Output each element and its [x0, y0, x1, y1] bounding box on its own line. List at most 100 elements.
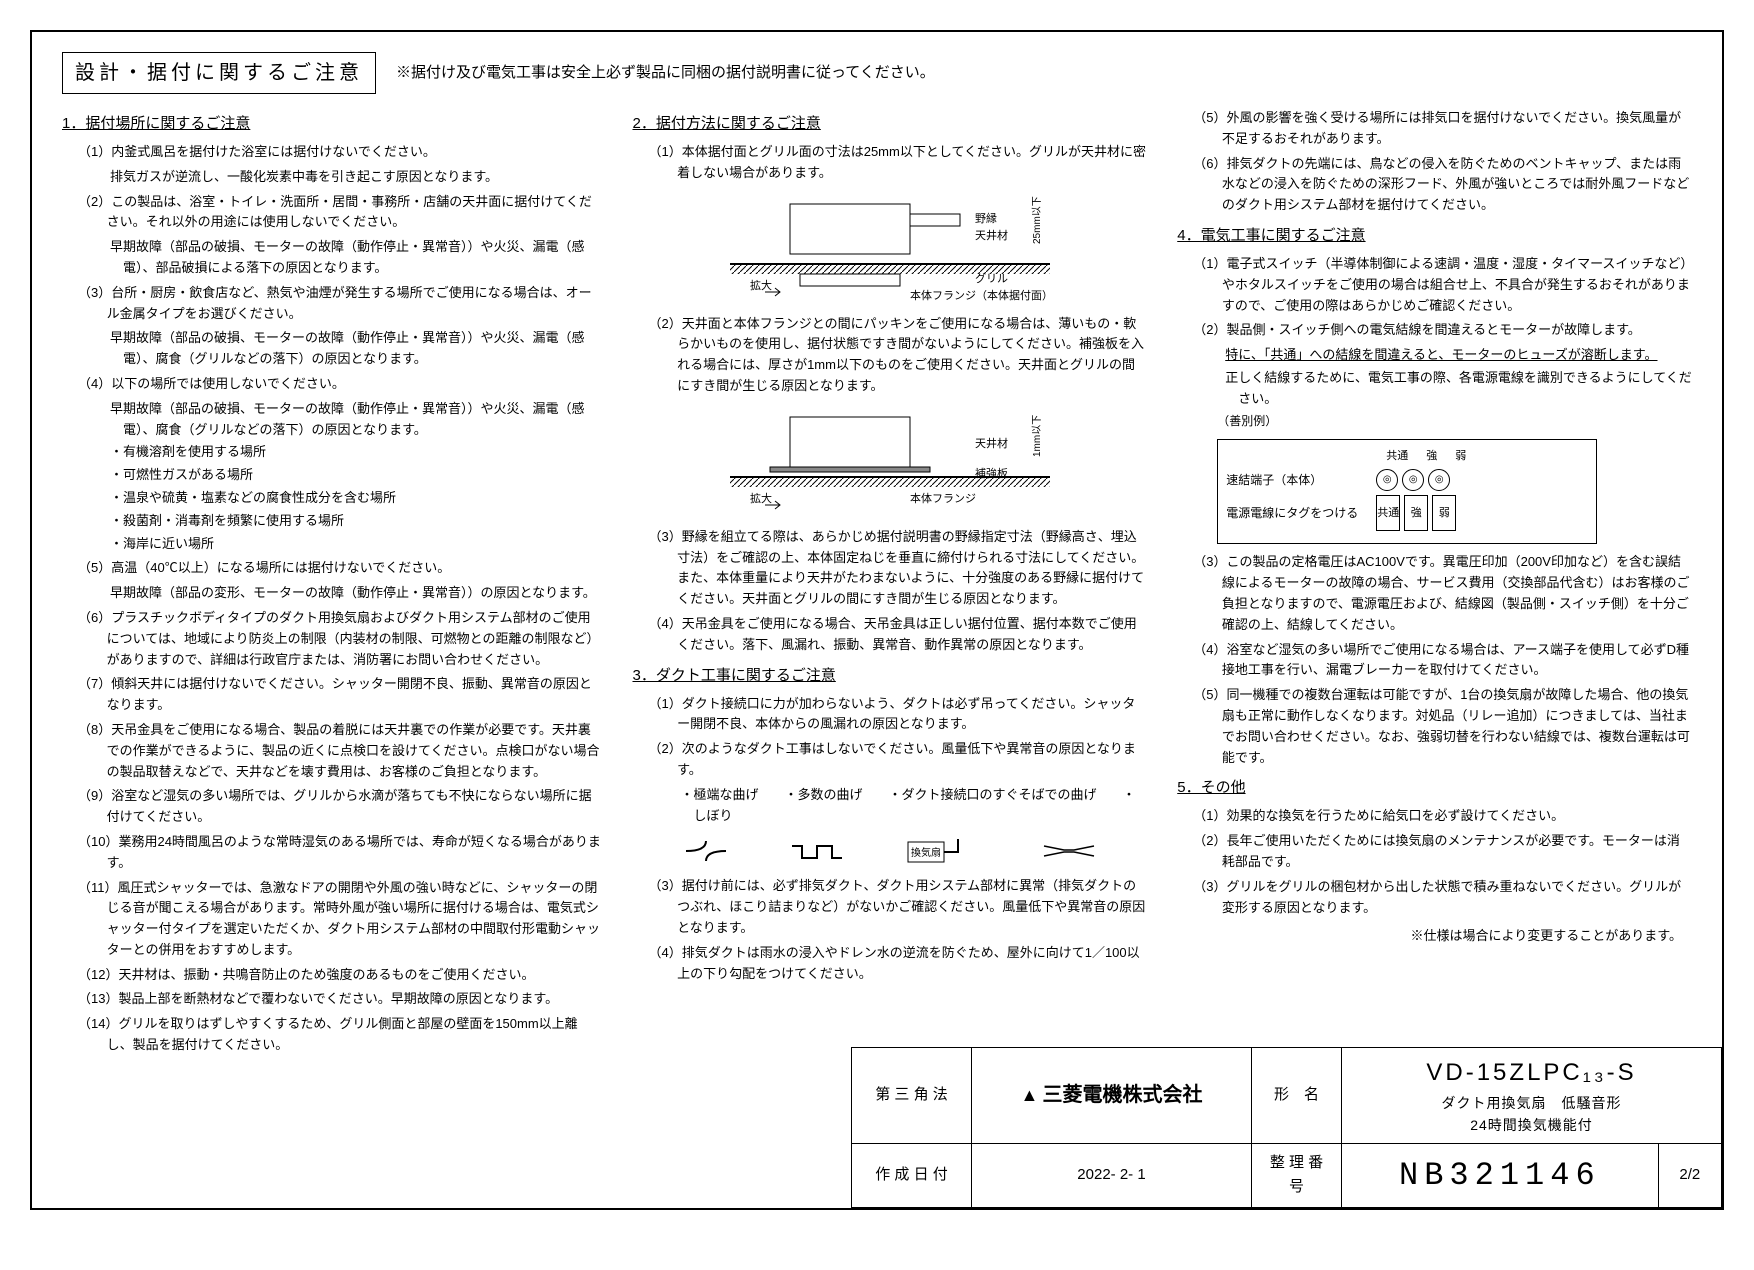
d2-dim: 1mm以下: [1032, 415, 1043, 457]
d1-flange: 本体フランジ（本体据付面）: [910, 288, 1053, 302]
w-row2: 電源電線にタグをつける: [1226, 504, 1366, 523]
projection-label: 第 三 角 法: [852, 1047, 972, 1143]
s1-i4s4: ・殺菌剤・消毒剤を頻繁に使用する場所: [110, 511, 602, 532]
s3-i2: （2）次のようなダクト工事はしないでください。風量低下や異常音の原因となります。: [648, 739, 1147, 781]
d1-kakudai: 拡大: [750, 278, 772, 292]
bend-many-icon: [787, 836, 847, 866]
s1-i2b: 早期故障（部品の破損、モーターの故障（動作停止・異常音））や火災、漏電（感電）、…: [110, 237, 602, 279]
s1-i2: （2）この製品は、浴室・トイレ・洗面所・居間・事務所・店舗の天井面に据付けてくだ…: [78, 192, 602, 234]
diagram-1: 野縁 天井材 拡大 グリル 本体フランジ（本体据付面） 25mm以下: [710, 194, 1070, 304]
s1-i12: （12）天井材は、振動・共鳴音防止のため強度のあるものをご使用ください。: [78, 965, 602, 986]
d1-tenjyo: 天井材: [975, 228, 1008, 242]
d2-hokyou: 補強板: [975, 466, 1008, 480]
s3-i1: （1）ダクト接続口に力が加わらないよう、ダクトは必ず吊ってください。シャッター開…: [648, 694, 1147, 736]
title-block: 第 三 角 法 ▲ 三菱電機株式会社 形 名 VD-15ZLPC₁₃-S ダクト…: [851, 1047, 1722, 1208]
model-desc-1: ダクト用換気扇 低騒音形: [1356, 1092, 1707, 1114]
s3-i5: （5）外風の影響を強く受ける場所には排気口を据付けないでください。換気風量が不足…: [1193, 108, 1692, 150]
s1-i9: （9）浴室など湿気の多い場所では、グリルから水滴が落ちても不快にならない場所に据…: [78, 786, 602, 828]
s1-i7: （7）傾斜天井には据付けないでください。シャッター開閉不良、振動、異常音の原因と…: [78, 674, 602, 716]
model-desc-2: 24時間換気機能付: [1356, 1114, 1707, 1136]
header: 設計・据付に関するご注意 ※据付け及び電気工事は安全上必ず製品に同梱の据付説明書…: [62, 52, 1692, 94]
column-1: 1．据付場所に関するご注意 （1）内釜式風呂を据付けた浴室には据付けないでくださ…: [62, 104, 602, 1064]
d1-grill: グリル: [975, 271, 1008, 285]
s1-i10: （10）業務用24時間風呂のような常時湿気のある場所では、寿命が短くなる場合があ…: [78, 832, 602, 874]
s1-i3b: 早期故障（部品の破損、モーターの故障（動作停止・異常音））や火災、漏電（感電）、…: [110, 328, 602, 370]
s1-i4: （4）以下の場所では使用しないでください。: [78, 374, 602, 395]
model-number: VD-15ZLPC₁₃-S: [1356, 1054, 1707, 1092]
s3-i2b: ・極端な曲げ ・多数の曲げ ・ダクト接続口のすぐそばでの曲げ ・しぼり: [680, 785, 1147, 827]
serial-number: NB321146: [1399, 1157, 1601, 1194]
column-2: 2．据付方法に関するご注意 （1）本体据付面とグリル面の寸法は25mm以下として…: [632, 104, 1147, 1064]
section-4-title: 4．電気工事に関するご注意: [1177, 224, 1692, 248]
s4-i4: （4）浴室など湿気の多い場所でご使用になる場合は、アース端子を使用して必ずD種接…: [1193, 640, 1692, 682]
s1-i4s1: ・有機溶剤を使用する場所: [110, 442, 602, 463]
bend-sharp-icon: [681, 836, 731, 866]
s4-i3: （3）この製品の定格電圧はAC100Vです。異電圧印加（200V印加など）を含む…: [1193, 552, 1692, 635]
s1-i3: （3）台所・厨房・飲食店など、熱気や油煙が発生する場所でご使用になる場合は、オー…: [78, 283, 602, 325]
s1-i1: （1）内釜式風呂を据付けた浴室には据付けないでください。: [78, 142, 602, 163]
s1-i8: （8）天吊金具をご使用になる場合、製品の着脱には天井裏での作業が必要です。天井裏…: [78, 720, 602, 782]
s4-i2b: 正しく結線するために、電気工事の際、各電源電線を識別できるようにしてください。: [1225, 368, 1692, 410]
s2-i3: （3）野縁を組立てる際は、あらかじめ据付説明書の野縁指定寸法（野縁高さ、埋込寸法…: [648, 527, 1147, 610]
tag-weak: 弱: [1432, 495, 1456, 531]
s1-i14: （14）グリルを取りはずしやすくするため、グリル側面と部屋の壁面を150mm以上…: [78, 1014, 602, 1056]
d2-tenjyo: 天井材: [975, 436, 1008, 450]
company-name: 三菱電機株式会社: [1043, 1084, 1203, 1106]
w-lbl3: 弱: [1455, 448, 1466, 466]
main-title: 設計・据付に関するご注意: [62, 52, 376, 94]
svg-text:換気扇: 換気扇: [911, 846, 941, 859]
s1-i11: （11）風圧式シャッターでは、急激なドアの開閉や外風の強い時などに、シャッターの…: [78, 878, 602, 961]
columns: 1．据付場所に関するご注意 （1）内釜式風呂を据付けた浴室には据付けないでくださ…: [62, 104, 1692, 1064]
d1-nobuchi: 野縁: [975, 211, 997, 225]
s1-i4s5: ・海岸に近い場所: [110, 534, 602, 555]
section-3-title: 3．ダクト工事に関するご注意: [632, 664, 1147, 688]
s2-i2: （2）天井面と本体フランジとの間にパッキンをご使用になる場合は、薄いもの・軟らか…: [648, 314, 1147, 397]
s5-i2: （2）長年ご使用いただくためには換気扇のメンテナンスが必要です。モーターは消耗部…: [1193, 831, 1692, 873]
s3-i4: （4）排気ダクトは雨水の浸入やドレン水の逆流を防ぐため、屋外に向けて1／100以…: [648, 943, 1147, 985]
w-row1: 速結端子（本体）: [1226, 471, 1366, 490]
d1-dim: 25mm以下: [1032, 196, 1043, 244]
s1-i4b: 早期故障（部品の破損、モーターの故障（動作停止・異常音））や火災、漏電（感電）、…: [110, 399, 602, 441]
s1-i1b: 排気ガスが逆流し、一酸化炭素中毒を引き起こす原因となります。: [110, 167, 602, 188]
section-5-title: 5．その他: [1177, 776, 1692, 800]
page-frame: 設計・据付に関するご注意 ※据付け及び電気工事は安全上必ず製品に同梱の据付説明書…: [30, 30, 1724, 1210]
terminal-icon: ◎: [1428, 469, 1450, 491]
s3-i6: （6）排気ダクトの先端には、鳥などの侵入を防ぐためのベントキャップ、または雨水な…: [1193, 154, 1692, 216]
s1-i5b: 早期故障（部品の変形、モーターの故障（動作停止・異常音））の原因となります。: [110, 583, 602, 604]
s5-i3: （3）グリルをグリルの梱包材から出した状態で積み重ねないでください。グリルが変形…: [1193, 877, 1692, 919]
s2-i4: （4）天吊金具をご使用になる場合、天吊金具は正しい据付位置、据付本数でご使用くだ…: [648, 614, 1147, 656]
s4-i2u: 特に、「共通」への結線を間違えると、モーターのヒューズが溶断します。: [1225, 345, 1692, 366]
w-lbl1: 共通: [1386, 448, 1408, 466]
s1-i13: （13）製品上部を断熱材などで覆わないでください。早期故障の原因となります。: [78, 989, 602, 1010]
s3-i3: （3）据付け前には、必ず排気ダクト、ダクト用システム部材に異常（排気ダクトのつぶ…: [648, 876, 1147, 938]
serial-label: 整 理 番 号: [1252, 1143, 1342, 1207]
s1-i5: （5）高温（40℃以上）になる場所には据付けないでください。: [78, 558, 602, 579]
d2-kakudai: 拡大: [750, 491, 772, 505]
terminal-icon: ◎: [1376, 469, 1398, 491]
s1-i6: （6）プラスチックボディタイプのダクト用換気扇およびダクト用システム部材のご使用…: [78, 608, 602, 670]
model-label: 形 名: [1252, 1047, 1342, 1143]
tag-common: 共通: [1376, 495, 1400, 531]
section-2-title: 2．据付方法に関するご注意: [632, 112, 1147, 136]
duct-bad-examples: 換気扇: [652, 834, 1127, 868]
s2-i1: （1）本体据付面とグリル面の寸法は25mm以下としてください。グリルが天井材に密…: [648, 142, 1147, 184]
s4-i2: （2）製品側・スイッチ側への電気結線を間違えるとモーターが故障します。: [1193, 320, 1692, 341]
header-note: ※据付け及び電気工事は安全上必ず製品に同梱の据付説明書に従ってください。: [396, 61, 935, 85]
s4-i1: （1）電子式スイッチ（半導体制御による速調・温度・湿度・タイマースイッチなど）や…: [1193, 254, 1692, 316]
date-value: 2022- 2- 1: [972, 1143, 1252, 1207]
section-1-title: 1．据付場所に関するご注意: [62, 112, 602, 136]
s1-i4s2: ・可燃性ガスがある場所: [110, 465, 602, 486]
bend-near-icon: 換気扇: [903, 834, 983, 868]
spec-note: ※仕様は場合により変更することがあります。: [1177, 926, 1682, 947]
page-number: 2/2: [1658, 1143, 1721, 1207]
s4-i5: （5）同一機種での複数台運転は可能ですが、1台の換気扇が故障した場合、他の換気扇…: [1193, 685, 1692, 768]
w-lbl2: 強: [1426, 448, 1437, 466]
mitsubishi-logo-icon: ▲: [1021, 1085, 1039, 1105]
terminal-icon: ◎: [1402, 469, 1424, 491]
wiring-diagram: 共通 強 弱 速結端子（本体） ◎ ◎ ◎ 電源電線にタグをつける 共通: [1217, 439, 1597, 545]
date-label: 作 成 日 付: [852, 1143, 972, 1207]
d2-flange: 本体フランジ: [910, 491, 976, 505]
diagram-2: 天井材 補強板 本体フランジ 拡大 1mm以下: [710, 407, 1070, 517]
s5-i1: （1）効果的な換気を行うために給気口を必ず設けてください。: [1193, 806, 1692, 827]
tag-strong: 強: [1404, 495, 1428, 531]
